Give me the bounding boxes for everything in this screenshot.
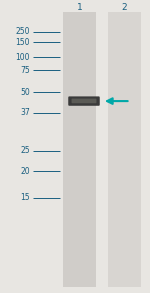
FancyBboxPatch shape — [68, 96, 100, 106]
Text: 1: 1 — [77, 3, 82, 12]
Text: 100: 100 — [15, 53, 30, 62]
Text: 250: 250 — [15, 27, 30, 36]
FancyBboxPatch shape — [72, 98, 96, 103]
Text: 150: 150 — [15, 38, 30, 47]
Text: 75: 75 — [20, 66, 30, 75]
Text: 15: 15 — [20, 193, 30, 202]
Text: 20: 20 — [20, 167, 30, 176]
Text: 2: 2 — [122, 3, 127, 12]
Text: 50: 50 — [20, 88, 30, 97]
Bar — [63, 12, 96, 287]
Text: 37: 37 — [20, 108, 30, 117]
Bar — [108, 12, 141, 287]
Text: 25: 25 — [20, 146, 30, 155]
